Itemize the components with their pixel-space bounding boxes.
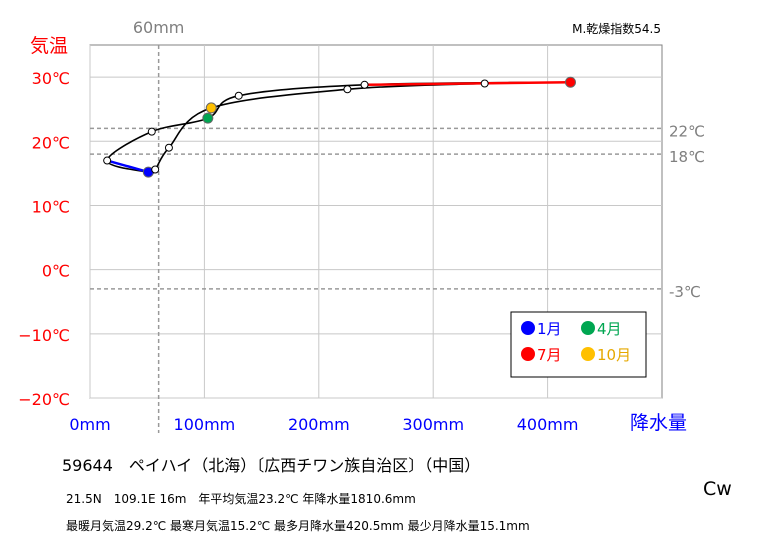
x-tick-label: 200mm bbox=[288, 415, 350, 434]
legend-label: 4月 bbox=[597, 320, 622, 338]
reference-line-label: -3℃ bbox=[669, 283, 701, 301]
month-marker bbox=[147, 127, 156, 136]
y-tick-label: −20℃ bbox=[18, 390, 70, 409]
y-tick-label: −10℃ bbox=[18, 326, 70, 345]
climograph: 22℃ 18℃ -3℃ 60mm 30℃ 20℃ 10℃ 0℃ −10℃ −20℃ 0mm 100… bbox=[18, 18, 705, 434]
month-marker bbox=[164, 143, 173, 152]
month-marker bbox=[343, 85, 352, 94]
month-marker bbox=[480, 79, 489, 88]
x-tick-labels: 0mm 100mm 200mm 300mm 400mm bbox=[69, 415, 578, 434]
series-layer bbox=[103, 76, 576, 178]
reference-line-label: 60mm bbox=[133, 18, 185, 37]
month-marker bbox=[360, 80, 369, 89]
legend-swatch bbox=[521, 321, 535, 335]
month-marker bbox=[103, 156, 112, 165]
reference-line-label: 18℃ bbox=[669, 148, 705, 166]
x-tick-label: 0mm bbox=[69, 415, 110, 434]
station-name: 59644 ペイハイ（北海）〔広西チワン族自治区〕（中国） bbox=[62, 456, 481, 475]
legend-swatch bbox=[521, 347, 535, 361]
legend-label: 10月 bbox=[597, 346, 631, 364]
reference-line-label: 22℃ bbox=[669, 122, 705, 140]
month-marker-highlighted bbox=[205, 102, 217, 114]
gridlines bbox=[89, 45, 662, 399]
y-tick-label: 20℃ bbox=[32, 133, 70, 152]
y-tick-label: 0℃ bbox=[42, 262, 70, 281]
x-axis-label: 降水量 bbox=[630, 412, 687, 434]
chart-title: M.乾燥指数54.5 bbox=[572, 21, 661, 36]
legend-label: 7月 bbox=[537, 346, 562, 364]
month-marker-highlighted bbox=[202, 112, 214, 124]
legend-swatch bbox=[581, 321, 595, 335]
station-summary-line-2: 最暖月気温29.2℃ 最寒月気温15.2℃ 最多月降水量420.5mm 最少月降… bbox=[66, 519, 530, 533]
month-marker bbox=[234, 91, 243, 100]
legend-box bbox=[510, 311, 647, 378]
reference-lines: 22℃ 18℃ -3℃ 60mm bbox=[90, 18, 705, 433]
legend-label: 1月 bbox=[537, 320, 562, 338]
month-marker bbox=[151, 165, 160, 174]
highlight-segment bbox=[364, 80, 571, 87]
month-marker-highlighted bbox=[564, 76, 576, 88]
y-axis-label: 気温 bbox=[30, 35, 68, 57]
x-tick-label: 400mm bbox=[517, 415, 579, 434]
climate-classification: Cw bbox=[703, 478, 732, 500]
y-tick-label: 10℃ bbox=[32, 197, 70, 216]
x-tick-label: 100mm bbox=[174, 415, 236, 434]
station-summary-line-1: 21.5N 109.1E 16m 年平均気温23.2℃ 年降水量1810.6mm bbox=[66, 492, 416, 506]
legend: 1月 4月 7月 10月 bbox=[510, 311, 647, 378]
y-tick-labels: 30℃ 20℃ 10℃ 0℃ −10℃ −20℃ bbox=[18, 69, 70, 409]
x-tick-label: 300mm bbox=[402, 415, 464, 434]
highlight-segment bbox=[106, 159, 149, 174]
legend-swatch bbox=[581, 347, 595, 361]
y-tick-label: 30℃ bbox=[32, 69, 70, 88]
